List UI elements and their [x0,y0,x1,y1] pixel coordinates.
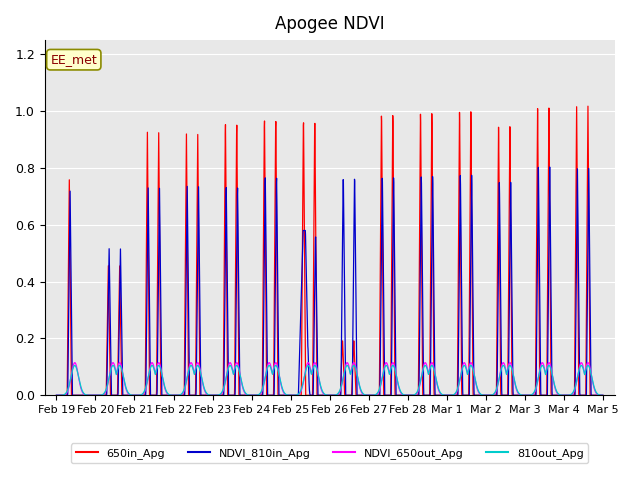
NDVI_650out_Apg [383,360,391,366]
Line: NDVI_650out_Apg: NDVI_650out_Apg [56,362,603,396]
810out_Apg [584,362,592,368]
650in_Apg [256,393,264,398]
650in_Apg [595,393,603,398]
NDVI_650out_Apg [52,393,60,398]
810out_Apg [52,393,60,398]
650in_Apg [584,103,592,109]
NDVI_650out_Apg [483,393,490,398]
810out_Apg [256,391,264,396]
NDVI_810in_Apg [599,393,607,398]
NDVI_810in_Apg [383,393,391,398]
810out_Apg [483,393,490,398]
650in_Apg [383,393,391,398]
NDVI_650out_Apg [599,393,607,398]
810out_Apg [299,381,307,387]
NDVI_650out_Apg [299,382,307,388]
Text: EE_met: EE_met [51,53,97,66]
650in_Apg [599,393,607,398]
NDVI_810in_Apg [256,393,264,398]
Title: Apogee NDVI: Apogee NDVI [275,15,385,33]
Line: 810out_Apg: 810out_Apg [56,365,603,396]
810out_Apg [599,393,607,398]
810out_Apg [502,369,510,375]
NDVI_810in_Apg [299,238,307,244]
NDVI_650out_Apg [584,360,592,365]
NDVI_810in_Apg [52,393,60,398]
650in_Apg [52,393,60,398]
810out_Apg [595,392,603,398]
Legend: 650in_Apg, NDVI_810in_Apg, NDVI_650out_Apg, 810out_Apg: 650in_Apg, NDVI_810in_Apg, NDVI_650out_A… [71,444,588,463]
NDVI_810in_Apg [595,393,603,398]
NDVI_650out_Apg [502,368,510,374]
810out_Apg [383,363,391,369]
650in_Apg [299,200,307,206]
650in_Apg [502,393,510,398]
Line: 650in_Apg: 650in_Apg [56,106,603,396]
NDVI_810in_Apg [502,393,510,398]
NDVI_650out_Apg [256,392,264,397]
Line: NDVI_810in_Apg: NDVI_810in_Apg [56,167,603,396]
NDVI_650out_Apg [595,392,603,398]
650in_Apg [483,393,490,398]
NDVI_810in_Apg [546,164,554,170]
NDVI_810in_Apg [483,393,490,398]
